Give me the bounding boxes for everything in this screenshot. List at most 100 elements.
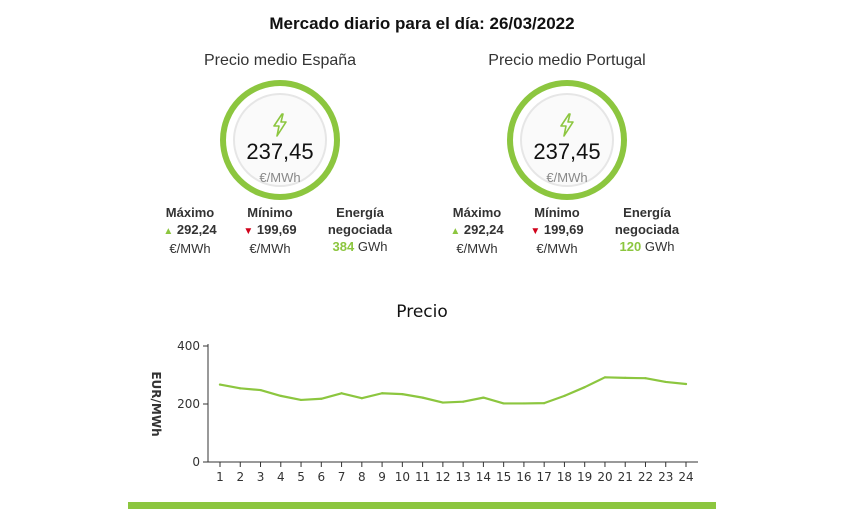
bottom-accent-bar [128, 502, 716, 509]
triangle-up-icon: ▲ [450, 226, 461, 237]
portugal-average-price: 237,45 [533, 139, 601, 164]
x-tick-label: 23 [658, 470, 673, 484]
portugal-energy-label-1: Energía [623, 205, 671, 220]
portugal-price-ring: 237,45 €/MWh [507, 80, 627, 200]
data-point [340, 392, 343, 395]
spain-panel: Precio medio España 237,45 €/MWh Máximo … [150, 52, 410, 256]
spain-min-unit: €/MWh [249, 241, 291, 256]
spain-price-ring-inner: 237,45 €/MWh [233, 93, 327, 187]
x-tick-label: 17 [537, 470, 552, 484]
data-point [563, 394, 566, 397]
page-title: Mercado diario para el día: 26/03/2022 [269, 14, 575, 33]
data-point [522, 402, 526, 405]
spain-stats: Máximo ▲ 292,24 €/MWh Mínimo ▼ 199,69 €/… [150, 204, 410, 264]
data-point [218, 383, 222, 386]
x-tick-label: 13 [455, 470, 470, 484]
data-point [482, 396, 485, 399]
portugal-panel-title: Precio medio Portugal [488, 52, 646, 69]
spain-max-label: Máximo [165, 205, 215, 220]
y-axis-title: EUR/MWh [149, 371, 163, 436]
x-tick-label: 7 [338, 470, 346, 484]
x-tick-label: 18 [557, 470, 572, 484]
data-point [644, 377, 647, 380]
x-tick-label: 14 [476, 470, 491, 484]
spain-energy-label-1: Energía [336, 205, 384, 220]
data-point [259, 388, 262, 392]
data-point [543, 402, 546, 405]
x-tick-label: 16 [516, 470, 531, 484]
x-tick-label: 6 [317, 470, 325, 484]
data-point [624, 376, 627, 379]
portugal-panel: Precio medio Portugal 237,45 €/MWh Máxim… [437, 52, 697, 256]
x-tick-label: 11 [415, 470, 430, 484]
x-tick-label: 22 [638, 470, 653, 484]
y-tick-label: 0 [192, 455, 200, 469]
portugal-max-value: 292,24 [463, 222, 504, 237]
chart-title: Precio [396, 302, 448, 322]
y-tick-label: 400 [177, 339, 200, 353]
x-tick-label: 1 [216, 470, 224, 484]
portugal-energy-unit: GWh [644, 239, 675, 254]
y-tick-label: 200 [177, 397, 200, 411]
portugal-max-unit: €/MWh [456, 241, 498, 256]
data-point [502, 402, 505, 405]
data-point [380, 392, 384, 395]
x-tick-label: 19 [577, 470, 592, 484]
portugal-energy-label-2: negociada [614, 222, 680, 237]
spain-max-stat: Máximo ▲ 292,24 €/MWh [150, 204, 230, 257]
spain-max-unit: €/MWh [169, 241, 211, 256]
x-tick-label: 21 [618, 470, 633, 484]
data-point [583, 386, 586, 389]
spain-energy-stat: Energía negociada 384 GWh [310, 204, 410, 255]
triangle-up-icon: ▲ [163, 226, 174, 237]
data-point [320, 397, 323, 400]
portugal-max-stat: Máximo ▲ 292,24 €/MWh [437, 204, 517, 257]
spain-min-value: 199,69 [256, 222, 297, 237]
x-tick-label: 3 [257, 470, 265, 484]
triangle-down-icon: ▼ [530, 226, 541, 237]
portugal-min-label: Mínimo [534, 205, 580, 220]
lightning-bolt-icon [235, 113, 325, 137]
spain-energy-label-2: negociada [327, 222, 393, 237]
spain-min-label: Mínimo [247, 205, 293, 220]
portugal-min-value: 199,69 [543, 222, 584, 237]
x-tick-label: 5 [297, 470, 305, 484]
spain-average-price: 237,45 [246, 139, 314, 164]
x-tick-label: 10 [395, 470, 410, 484]
spain-energy-value: 384 [332, 239, 355, 254]
portugal-max-label: Máximo [452, 205, 502, 220]
portugal-min-unit: €/MWh [536, 241, 578, 256]
portugal-stats: Máximo ▲ 292,24 €/MWh Mínimo ▼ 199,69 €/… [437, 204, 697, 264]
x-tick-label: 2 [236, 470, 244, 484]
data-point [360, 397, 363, 400]
portugal-min-stat: Mínimo ▼ 199,69 €/MWh [517, 204, 597, 257]
portugal-energy-value: 120 [619, 239, 642, 254]
portugal-energy-stat: Energía negociada 120 GWh [597, 204, 697, 255]
x-tick-label: 8 [358, 470, 366, 484]
lightning-bolt-icon [522, 113, 612, 137]
spain-min-stat: Mínimo ▼ 199,69 €/MWh [230, 204, 310, 257]
data-point [239, 387, 242, 390]
price-series-line [218, 376, 688, 405]
portugal-price-ring-inner: 237,45 €/MWh [520, 93, 614, 187]
spain-price-unit: €/MWh [259, 170, 301, 185]
data-point [603, 376, 607, 379]
portugal-price-unit: €/MWh [546, 170, 588, 185]
x-tick-label: 15 [496, 470, 511, 484]
data-point [441, 401, 444, 404]
spain-energy-unit: GWh [357, 239, 388, 254]
x-tick-label: 12 [435, 470, 450, 484]
x-tick-label: 9 [378, 470, 386, 484]
data-point [462, 400, 465, 403]
spain-panel-title: Precio medio España [203, 52, 357, 69]
x-tick-label: 20 [597, 470, 612, 484]
triangle-down-icon: ▼ [243, 226, 254, 237]
data-point [664, 380, 667, 384]
spain-max-value: 292,24 [176, 222, 217, 237]
x-tick-label: 24 [678, 470, 693, 484]
data-point [421, 396, 424, 399]
x-tick-label: 4 [277, 470, 285, 484]
spain-price-ring: 237,45 €/MWh [220, 80, 340, 200]
data-point [684, 382, 688, 386]
